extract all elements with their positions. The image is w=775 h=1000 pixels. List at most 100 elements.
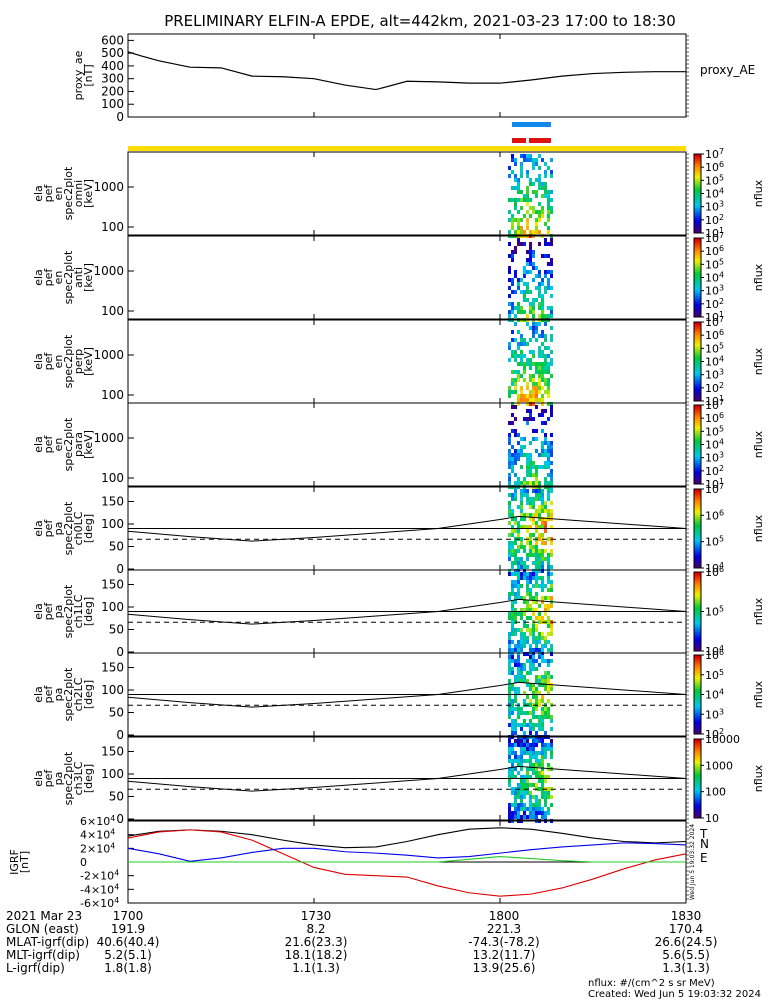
spectrogram-cell bbox=[511, 640, 514, 644]
spectrogram-cell bbox=[520, 206, 523, 210]
spectrogram-cell bbox=[532, 402, 535, 406]
spectrogram-cell bbox=[523, 565, 526, 569]
spectrogram-cell bbox=[535, 210, 538, 214]
spectrogram-cell bbox=[520, 334, 523, 338]
spectrogram-cell bbox=[535, 326, 538, 330]
spectrogram-cell bbox=[544, 517, 547, 521]
spectrogram-cell bbox=[514, 731, 517, 735]
spectrogram-cell bbox=[517, 457, 520, 461]
spectrogram-cell bbox=[535, 596, 538, 600]
spectrogram-cell bbox=[508, 513, 511, 517]
spectrogram-cell bbox=[541, 306, 544, 310]
energy-colorbar-0-seg bbox=[694, 231, 701, 234]
spectrogram-cell bbox=[529, 775, 532, 779]
pa-ylabel-1-2: pa bbox=[52, 605, 65, 619]
spectrogram-cell bbox=[541, 525, 544, 529]
pa-colorbar-0-seg bbox=[694, 552, 701, 555]
spectrogram-cell bbox=[514, 699, 517, 703]
spectrogram-cell bbox=[550, 306, 553, 310]
spectrogram-cell bbox=[541, 386, 544, 390]
spectrogram-cell bbox=[511, 517, 514, 521]
spectrogram-cell bbox=[526, 711, 529, 715]
spectrogram-cell bbox=[535, 644, 538, 648]
spectrogram-cell bbox=[526, 779, 529, 783]
spectrogram-cell bbox=[508, 302, 511, 306]
spectrogram-cell bbox=[532, 394, 535, 398]
spectrogram-cell bbox=[547, 763, 550, 767]
spectrogram-cell bbox=[529, 731, 532, 735]
spectrogram-cell bbox=[523, 294, 526, 298]
spectrogram-cell bbox=[520, 394, 523, 398]
pa-colorbar-2-seg bbox=[694, 660, 701, 664]
spectrogram-cell bbox=[538, 807, 541, 811]
spectrogram-cell bbox=[544, 525, 547, 529]
spectrogram-cell bbox=[508, 549, 511, 553]
energy-colorbar-0-seg bbox=[694, 197, 701, 200]
spectrogram-cell bbox=[538, 604, 541, 608]
energy-colorbar-0-seg bbox=[694, 205, 701, 208]
energy-colorbar-2-seg bbox=[694, 387, 701, 390]
proxy-ae-frame bbox=[127, 33, 687, 118]
spectrogram-cell bbox=[517, 671, 520, 675]
spectrogram-cell bbox=[541, 194, 544, 198]
spectrogram-cell bbox=[511, 226, 514, 230]
spectrogram-cell bbox=[538, 557, 541, 561]
spectrogram-cell bbox=[532, 652, 535, 656]
spectrogram-cell bbox=[517, 592, 520, 596]
spectrogram-cell bbox=[538, 715, 541, 719]
spectrogram-cell bbox=[523, 370, 526, 374]
spectrogram-cell bbox=[538, 174, 541, 178]
spectrogram-cell bbox=[529, 652, 532, 656]
spectrogram-cell bbox=[535, 338, 538, 342]
spectrogram-cell bbox=[532, 549, 535, 553]
spectrogram-cell bbox=[535, 194, 538, 198]
spectrogram-cell bbox=[508, 545, 511, 549]
pa-ylabel-3-2: pa bbox=[52, 772, 65, 786]
spectrogram-cell bbox=[529, 795, 532, 799]
spectrogram-cell bbox=[541, 807, 544, 811]
spectrogram-cell bbox=[550, 675, 553, 679]
spectrogram-cell bbox=[532, 763, 535, 767]
spectrogram-cell bbox=[526, 584, 529, 588]
spectrogram-cell bbox=[529, 338, 532, 342]
spectrogram-cell bbox=[550, 565, 553, 569]
spectrogram-cell bbox=[535, 667, 538, 671]
spectrogram-cell bbox=[517, 715, 520, 719]
energy-colorbar-1-seg bbox=[694, 263, 701, 267]
spectrogram-cell bbox=[547, 417, 550, 421]
spectrogram-cell bbox=[508, 679, 511, 683]
energy-colorbar-1-seg bbox=[694, 315, 701, 318]
energy-ylabel-0-1: pef bbox=[42, 184, 55, 203]
energy-colorbar-2-seg bbox=[694, 389, 701, 392]
spectrogram-cell bbox=[529, 358, 532, 362]
spectrogram-cell bbox=[532, 310, 535, 314]
spectrogram-cell bbox=[508, 652, 511, 656]
ephem-value-3-2: 13.2(11.7) bbox=[473, 948, 536, 962]
spectrogram-cell bbox=[523, 445, 526, 449]
spectrogram-cell bbox=[547, 537, 550, 541]
pa-colorbar-1-seg bbox=[694, 627, 701, 630]
spectrogram-cell bbox=[517, 198, 520, 202]
spectrogram-cell bbox=[517, 226, 520, 230]
energy-colorbar-2-seg bbox=[694, 353, 701, 357]
spectrogram-cell bbox=[547, 561, 550, 565]
pa-colorbar-1-seg bbox=[694, 639, 701, 642]
spectrogram-cell bbox=[511, 747, 514, 751]
spectrogram-cell bbox=[520, 358, 523, 362]
energy-colorbar-1-seg bbox=[694, 287, 701, 290]
pa-colorbar-3-seg bbox=[694, 758, 701, 762]
energy-colorbar-2-seg bbox=[694, 341, 701, 345]
spectrogram-cell bbox=[529, 206, 532, 210]
spectrogram-cell bbox=[520, 154, 523, 158]
spectrogram-cell bbox=[541, 210, 544, 214]
spectrogram-cell bbox=[541, 505, 544, 509]
spectrogram-cell bbox=[523, 398, 526, 402]
pa-colorbar-1-seg bbox=[694, 577, 701, 581]
energy-colorbar-3-label: nflux bbox=[752, 430, 765, 458]
pa-ytick-label-0-3: 150 bbox=[101, 495, 124, 509]
energy-colorbar-2-seg bbox=[694, 397, 701, 400]
spectrogram-cell bbox=[535, 763, 538, 767]
pa-colorbar-3-seg bbox=[694, 794, 701, 797]
spectrogram-cell bbox=[547, 366, 550, 370]
spectrogram-cell bbox=[538, 509, 541, 513]
